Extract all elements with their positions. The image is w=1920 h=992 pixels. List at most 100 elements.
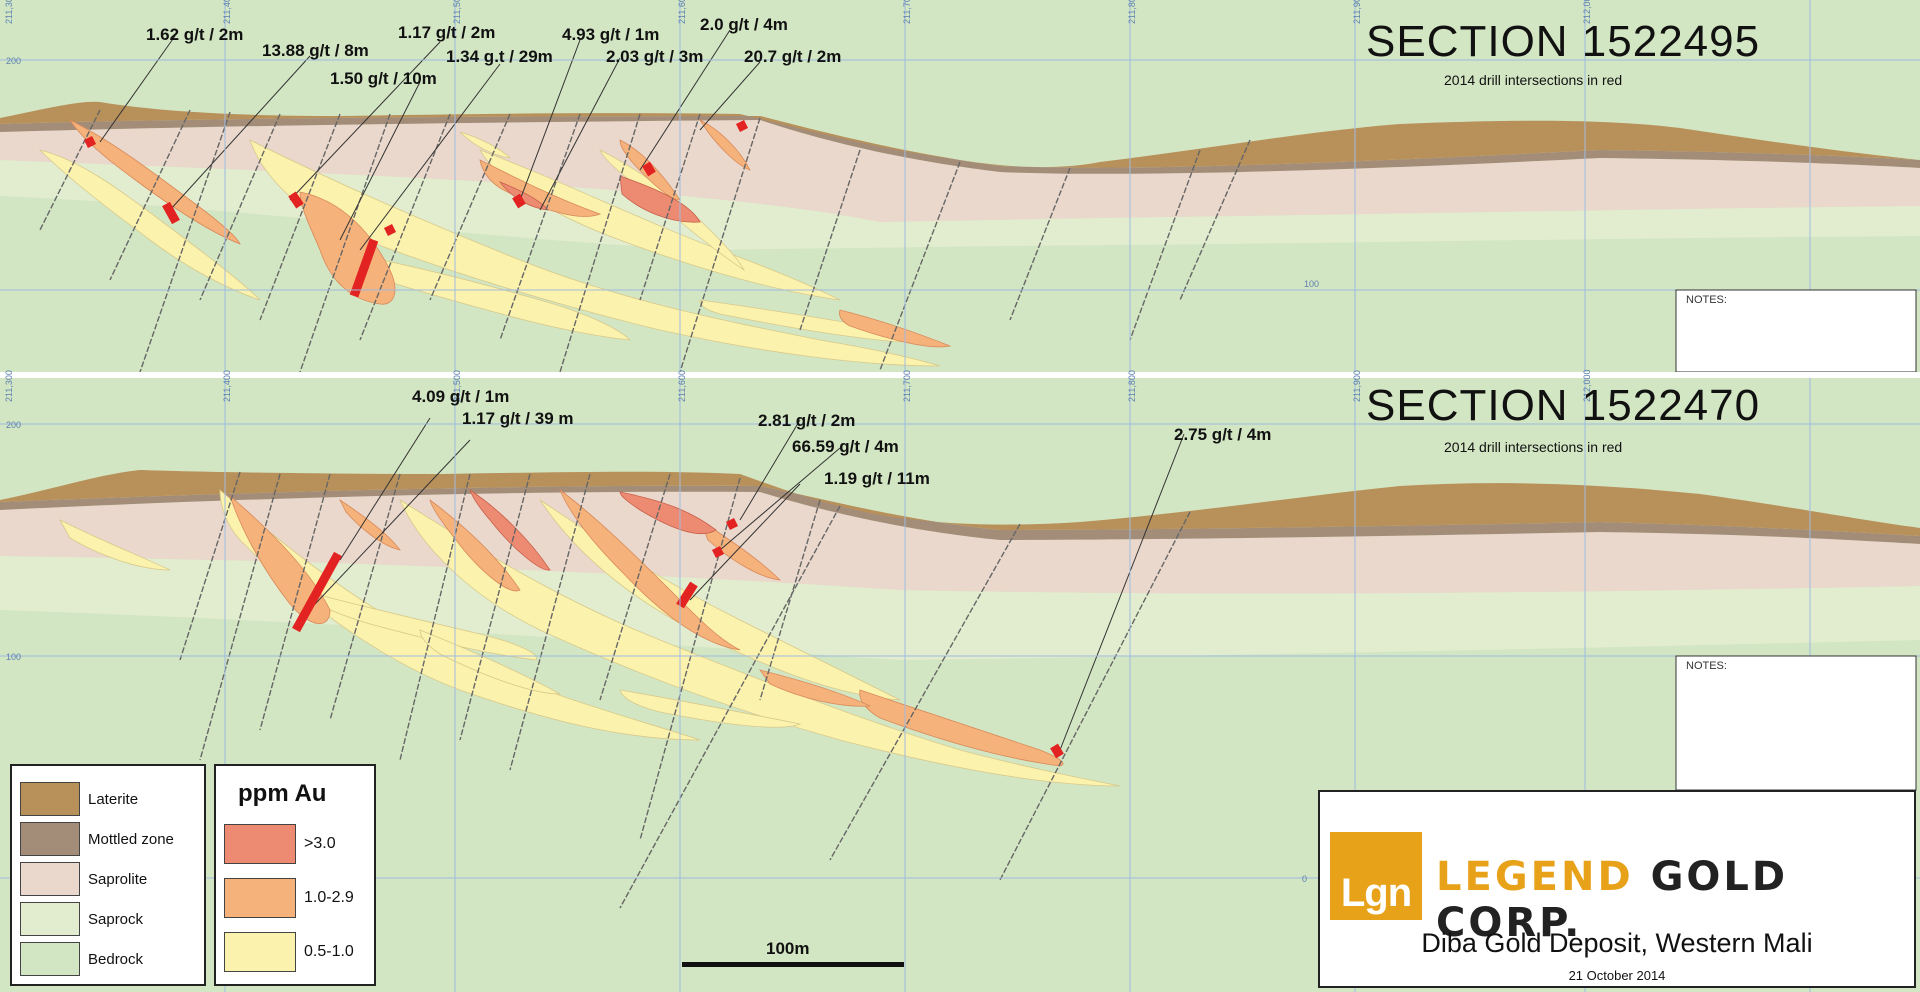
rl-label: 200 [6,56,21,66]
intercept-label: 4.09 g/t / 1m [412,387,509,406]
intercept-label: 1.50 g/t / 10m [330,69,437,88]
company-logo-text: Lgn [1340,871,1412,915]
grid-label: 211,700 [902,370,912,402]
grid-labels-s2: 211,300 211,400 211,500 211,600 211,700 … [4,369,1592,884]
legend-label: >3.0 [304,835,336,852]
intercept-label: 1.34 g.t / 29m [446,47,553,66]
legend-swatch [224,878,296,918]
grid-label: 212,000 [1582,0,1592,24]
notes-box [1675,655,1917,791]
legend-item-saprolite: Saprolite [20,862,147,896]
legend-label: Laterite [88,790,139,808]
laterite-zone [0,470,1920,536]
lithology-legend: Laterite Mottled zone Saprolite Saprock … [10,764,206,986]
legend-swatch [20,782,80,816]
notes-box [1675,289,1917,373]
notes-label: NOTES: [1686,660,1727,672]
legend-label: Bedrock [88,950,144,968]
legend-label: Saprolite [88,870,148,888]
legend-swatch [20,942,80,976]
section-title: SECTION 1522470 [1366,381,1760,430]
section-subtitle: 2014 drill intersections in red [1444,439,1622,455]
grid-label: 211,800 [1127,0,1137,24]
legend-item-laterite: Laterite [20,782,138,816]
grid-label: 211,900 [1352,370,1362,402]
callout-lines-s1 [99,29,761,251]
grade-legend-title: ppm Au [238,780,327,807]
mottled-zone [0,485,1920,544]
grid-label: 211,600 [677,0,687,24]
section-title: SECTION 1522495 [1366,17,1760,66]
grid-label: 212,000 [1582,369,1592,402]
company-name: LEGEND GOLD CORP. [1436,854,1914,946]
company-logo-panel: Lgn LEGEND GOLD CORP. Diba Gold Deposit,… [1318,790,1916,988]
intercept-label: 1.17 g/t / 2m [398,23,495,42]
section-1522495-panel: 211,300 211,400 211,500 211,600 211,700 … [0,0,1920,373]
rl-label: 200 [6,420,21,430]
company-name-part1: LEGEND [1436,854,1634,900]
laterite-zone [0,101,1920,168]
legend-label: 0.5-1.0 [304,943,354,960]
grade-shells-mid [229,488,1064,767]
legend-swatch [20,902,80,936]
scale-bar: 100m [682,939,904,967]
intercept-label: 2.0 g/t / 4m [700,15,788,34]
intercept-label: 1.62 g/t / 2m [146,25,243,44]
section-subtitle: 2014 drill intersections in red [1444,72,1622,88]
legend-swatch [224,932,296,972]
grid-label: 211,500 [452,370,462,402]
legend-swatch [20,862,80,896]
legend-item-saprock: Saprock [20,902,143,936]
grade-item-low: 0.5-1.0 [224,932,354,972]
grade-item-high: >3.0 [224,824,336,864]
drill-holes-s2 [179,471,1191,909]
grid-labels-s1: 211,300 211,400 211,500 211,600 211,700 … [4,0,1592,289]
grid-label: 211,300 [4,0,14,24]
intercept-label: 4.93 g/t / 1m [562,25,659,44]
intercept-label: 2.75 g/t / 4m [1174,425,1271,444]
notes-label: NOTES: [1686,294,1727,306]
intercept-label: 2.03 g/t / 3m [606,47,703,66]
legend-swatch [224,824,296,864]
grid-label: 211,700 [902,0,912,24]
intercept-label: 2.81 g/t / 2m [758,411,855,430]
drill-holes-s1 [39,109,1251,373]
intercept-label: 66.59 g/t / 4m [792,437,899,456]
grid-label: 211,800 [1127,370,1137,402]
legend-label: Mottled zone [88,830,174,848]
grid-label: 211,300 [4,370,14,402]
mottled-zone [0,116,1920,174]
company-name-part2: GOLD CORP. [1436,854,1789,946]
legend-swatch [20,822,80,856]
rl-label: 100 [1304,279,1319,289]
legend-item-bedrock: Bedrock [20,942,143,976]
deposit-title: Diba Gold Deposit, Western Mali [1421,928,1813,958]
rl-label: 0 [1302,874,1307,884]
intercept-label: 1.17 g/t / 39 m [462,409,574,428]
intersections-s2 [292,517,1064,759]
grade-legend: ppm Au >3.0 1.0-2.9 0.5-1.0 [214,764,376,986]
intercept-label: 13.88 g/t / 8m [262,41,369,60]
intercept-label: 20.7 g/t / 2m [744,47,841,66]
legend-label: Saprock [88,910,144,928]
legend-item-mottled: Mottled zone [20,822,174,856]
callout-lines-s2 [299,417,1185,751]
grid-label: 211,900 [1352,0,1362,24]
grid-label: 211,400 [222,0,232,24]
grid-label: 211,500 [452,0,462,24]
intercept-label: 1.19 g/t / 11m [824,469,930,488]
grid-label: 211,400 [222,370,232,402]
grade-item-mid: 1.0-2.9 [224,878,354,918]
figure-date: 21 October 2014 [1568,968,1666,983]
section-divider [0,372,1920,378]
grade-shells-high [469,489,717,571]
scale-bar-line [682,962,904,967]
scale-bar-label: 100m [766,939,809,958]
company-logo-mark: Lgn [1330,832,1422,920]
grid-label: 211,600 [677,370,687,402]
intersections-s1 [83,119,749,298]
grid-s1 [0,0,1920,372]
legend-label: 1.0-2.9 [304,889,354,906]
rl-label: 100 [6,652,21,662]
